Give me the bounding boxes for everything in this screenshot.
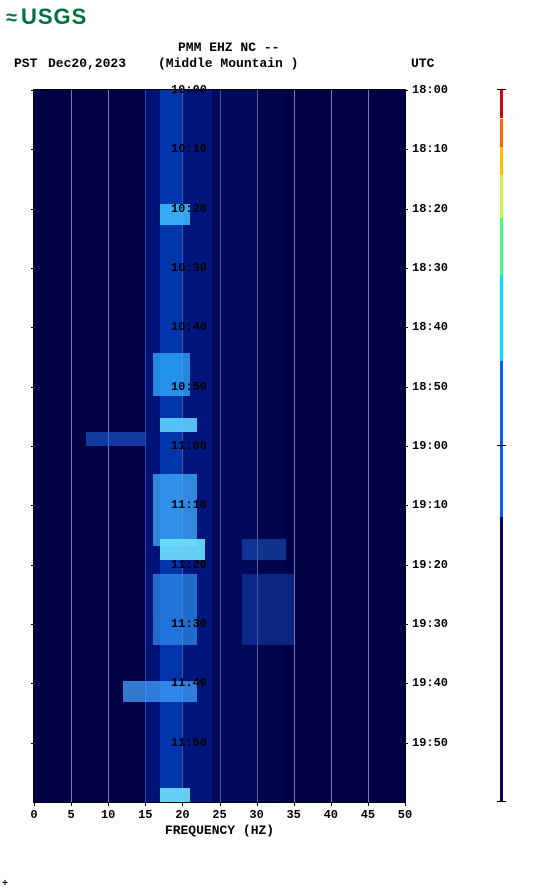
y-right-label: 19:30 — [412, 617, 448, 631]
y-tick — [405, 327, 408, 328]
y-tick — [405, 446, 408, 447]
y-left-label: 11:10 — [0, 498, 207, 512]
y-left-label: 10:30 — [0, 261, 207, 275]
colorbar-segment — [500, 218, 503, 275]
y-right-label: 19:10 — [412, 498, 448, 512]
y-left-label: 11:00 — [0, 439, 207, 453]
y-right-label: 18:00 — [412, 83, 448, 97]
x-axis-label: FREQUENCY (HZ) — [34, 823, 405, 838]
x-tick-label: 0 — [24, 808, 44, 822]
colorbar — [500, 90, 503, 802]
colorbar-tick — [497, 801, 506, 802]
y-left-label: 10:40 — [0, 320, 207, 334]
x-tick — [294, 802, 295, 806]
x-tick-label: 40 — [321, 808, 341, 822]
y-left-label: 11:30 — [0, 617, 207, 631]
x-tick-label: 10 — [98, 808, 118, 822]
logo-text: USGS — [21, 4, 87, 29]
x-tick-label: 15 — [135, 808, 155, 822]
y-right-label: 18:30 — [412, 261, 448, 275]
colorbar-segment — [500, 517, 503, 802]
x-tick — [34, 802, 35, 806]
x-tick — [145, 802, 146, 806]
y-tick — [405, 565, 408, 566]
x-tick — [220, 802, 221, 806]
header-date: Dec20,2023 — [48, 56, 126, 71]
y-right-label: 19:50 — [412, 736, 448, 750]
y-right-label: 18:20 — [412, 202, 448, 216]
x-tick — [108, 802, 109, 806]
header-title-2: (Middle Mountain ) — [158, 56, 298, 71]
x-tick-label: 25 — [210, 808, 230, 822]
y-tick — [405, 268, 408, 269]
header-title-1: PMM EHZ NC -- — [178, 40, 279, 55]
x-tick-label: 50 — [395, 808, 415, 822]
colorbar-segment — [500, 175, 503, 218]
y-tick — [405, 624, 408, 625]
y-tick — [405, 209, 408, 210]
y-left-label: 10:20 — [0, 202, 207, 216]
timezone-left: PST — [14, 56, 37, 71]
x-tick — [405, 802, 406, 806]
x-tick-label: 35 — [284, 808, 304, 822]
y-left-label: 11:20 — [0, 558, 207, 572]
x-tick — [257, 802, 258, 806]
x-tick — [71, 802, 72, 806]
y-right-label: 18:50 — [412, 380, 448, 394]
y-tick — [405, 387, 408, 388]
x-tick-label: 45 — [358, 808, 378, 822]
y-right-label: 18:40 — [412, 320, 448, 334]
x-tick — [368, 802, 369, 806]
colorbar-tick — [497, 89, 506, 90]
colorbar-segment — [500, 147, 503, 175]
colorbar-segment — [500, 119, 503, 147]
y-tick — [405, 743, 408, 744]
y-left-label: 11:50 — [0, 736, 207, 750]
y-right-label: 19:00 — [412, 439, 448, 453]
cross-mark: + — [2, 879, 8, 890]
colorbar-segment — [500, 90, 503, 118]
colorbar-segment — [500, 275, 503, 360]
y-left-label: 10:50 — [0, 380, 207, 394]
y-right-label: 19:40 — [412, 676, 448, 690]
usgs-logo: ≈USGS — [6, 4, 87, 30]
y-tick — [405, 149, 408, 150]
y-left-label: 10:10 — [0, 142, 207, 156]
y-right-label: 19:20 — [412, 558, 448, 572]
x-tick — [182, 802, 183, 806]
x-tick-label: 5 — [61, 808, 81, 822]
y-right-label: 18:10 — [412, 142, 448, 156]
y-tick — [405, 505, 408, 506]
y-tick — [405, 683, 408, 684]
x-tick — [331, 802, 332, 806]
timezone-right: UTC — [411, 56, 434, 71]
x-tick-label: 20 — [172, 808, 192, 822]
y-left-label: 11:40 — [0, 676, 207, 690]
colorbar-segment — [500, 361, 503, 518]
x-tick-label: 30 — [247, 808, 267, 822]
colorbar-tick — [497, 445, 506, 446]
y-tick — [405, 90, 408, 91]
y-left-label: 10:00 — [0, 83, 207, 97]
